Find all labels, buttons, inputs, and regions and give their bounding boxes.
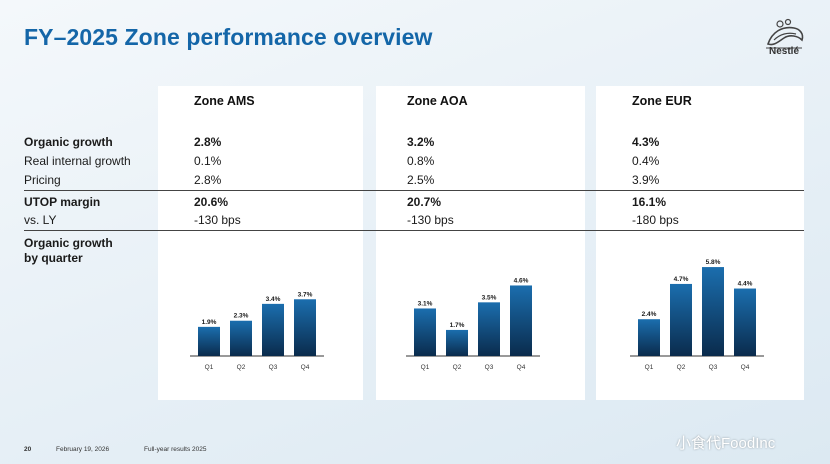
eur-utop: 16.1% (632, 195, 667, 209)
zone-card-ams (158, 86, 363, 400)
data-label-ams-q1: 1.9% (202, 319, 217, 326)
page-title: FY–2025 Zone performance overview (24, 24, 433, 50)
data-label-ams-q2: 2.3% (234, 313, 249, 320)
eur-rig: 0.4% (632, 154, 660, 168)
aoa-pricing: 2.5% (407, 173, 435, 187)
data-label-ams-q4: 3.7% (298, 291, 313, 298)
bar-eur-q3 (702, 267, 724, 356)
ams-vs-ly: -130 bps (194, 213, 241, 227)
zone-name-eur: Zone EUR (632, 94, 692, 108)
data-label-aoa-q4: 4.6% (514, 277, 529, 284)
tick-label-ams-q2: Q2 (237, 364, 246, 371)
divider-bottom (24, 230, 804, 231)
footer-date: February 19, 2026 (56, 446, 110, 453)
divider-top (24, 190, 804, 191)
label-utop-margin: UTOP margin (24, 195, 101, 209)
aoa-organic-growth: 3.2% (407, 135, 435, 149)
data-label-eur-q3: 5.8% (706, 259, 721, 266)
zone-name-ams: Zone AMS (194, 94, 255, 108)
zone-name-aoa: Zone AOA (407, 94, 468, 108)
tick-label-aoa-q2: Q2 (453, 364, 462, 371)
data-label-eur-q4: 4.4% (738, 281, 753, 288)
ams-pricing: 2.8% (194, 173, 222, 187)
bar-eur-q1 (638, 319, 660, 356)
bar-aoa-q3 (478, 302, 500, 356)
bar-ams-q4 (294, 299, 316, 356)
bar-eur-q4 (734, 288, 756, 356)
data-label-aoa-q3: 3.5% (482, 294, 497, 301)
tick-label-ams-q3: Q3 (269, 364, 278, 371)
data-label-aoa-q1: 3.1% (418, 300, 433, 307)
page-number: 20 (24, 446, 32, 453)
data-label-eur-q2: 4.7% (674, 276, 689, 283)
quarterly-growth-chart-eur: 2.4% Q1 4.7% Q2 5.8% Q3 4.4% Q4 (630, 259, 764, 371)
watermark: 小食代FoodInc (676, 435, 776, 452)
bar-ams-q3 (262, 303, 284, 356)
aoa-rig: 0.8% (407, 154, 435, 168)
label-og-line-1: Organic growth (24, 236, 113, 250)
zone-card-eur (596, 86, 804, 400)
label-organic-growth: Organic growth (24, 135, 113, 149)
tick-label-eur-q1: Q1 (645, 364, 654, 371)
aoa-utop: 20.7% (407, 195, 442, 209)
ams-organic-growth: 2.8% (194, 135, 222, 149)
label-pricing: Pricing (24, 173, 61, 187)
tick-label-eur-q3: Q3 (709, 364, 718, 371)
bar-aoa-q1 (414, 308, 436, 356)
tick-label-aoa-q4: Q4 (517, 364, 526, 371)
tick-label-ams-q1: Q1 (205, 364, 214, 371)
label-organic-growth-by-quarter: Organic growth by quarter (24, 236, 144, 266)
nestle-wordmark: Nestlé (768, 46, 799, 57)
label-og-line-2: by quarter (24, 251, 83, 265)
tick-label-eur-q2: Q2 (677, 364, 686, 371)
bar-ams-q2 (230, 320, 252, 356)
aoa-vs-ly: -130 bps (407, 213, 454, 227)
bar-aoa-q4 (510, 285, 532, 356)
ams-rig: 0.1% (194, 154, 222, 168)
data-label-eur-q1: 2.4% (642, 311, 657, 318)
tick-label-aoa-q1: Q1 (421, 364, 430, 371)
tick-label-aoa-q3: Q3 (485, 364, 494, 371)
bar-aoa-q2 (446, 329, 468, 356)
eur-vs-ly: -180 bps (632, 213, 679, 227)
quarterly-growth-chart-ams: 1.9% Q1 2.3% Q2 3.4% Q3 3.7% Q4 (190, 291, 324, 371)
ams-utop: 20.6% (194, 195, 229, 209)
tick-label-eur-q4: Q4 (741, 364, 750, 371)
eur-pricing: 3.9% (632, 173, 660, 187)
quarterly-growth-chart-aoa: 3.1% Q1 1.7% Q2 3.5% Q3 4.6% Q4 (406, 277, 540, 371)
footer-doc-title: Full-year results 2025 (144, 446, 207, 453)
label-vs-ly: vs. LY (24, 213, 57, 227)
bar-ams-q1 (198, 326, 220, 356)
data-label-ams-q3: 3.4% (266, 296, 281, 303)
bar-eur-q2 (670, 283, 692, 356)
label-real-internal-growth: Real internal growth (24, 154, 131, 168)
eur-organic-growth: 4.3% (632, 135, 660, 149)
nestle-nest-logo-icon (766, 18, 804, 49)
data-label-aoa-q2: 1.7% (450, 322, 465, 329)
tick-label-ams-q4: Q4 (301, 364, 310, 371)
